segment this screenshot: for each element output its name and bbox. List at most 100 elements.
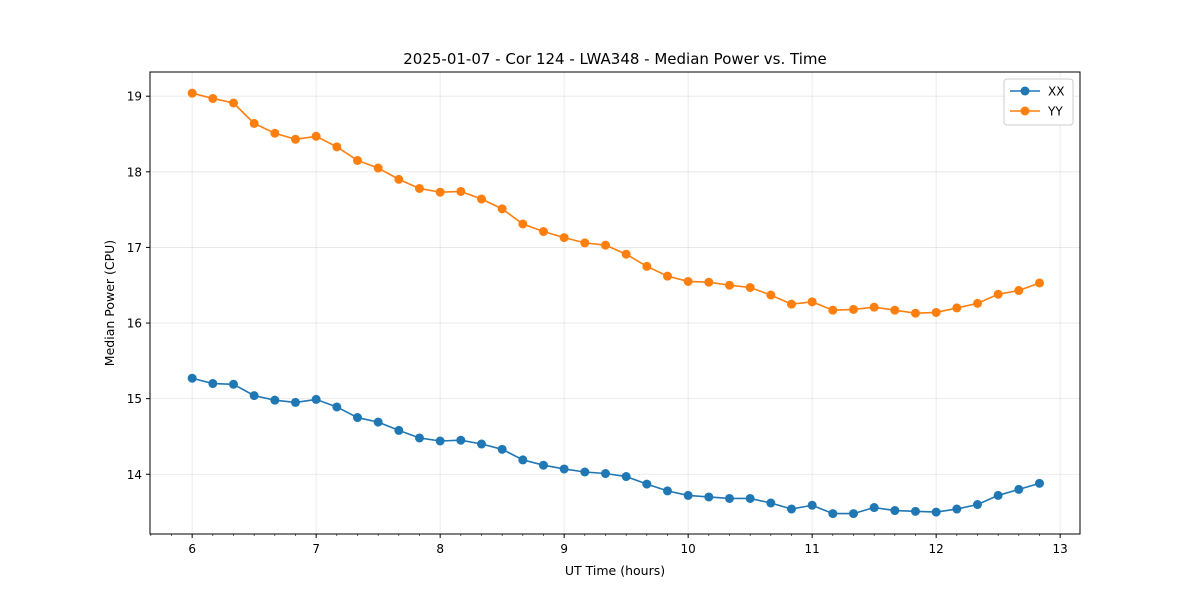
data-point-yy	[621, 249, 631, 259]
x-tick-label: 12	[929, 542, 944, 556]
data-point-xx	[931, 507, 941, 517]
x-tick-label: 6	[188, 542, 196, 556]
data-point-yy	[476, 194, 486, 204]
data-point-yy	[208, 93, 218, 103]
data-point-yy	[352, 155, 362, 165]
data-point-xx	[869, 503, 879, 513]
data-point-yy	[786, 299, 796, 309]
data-point-yy	[249, 118, 259, 128]
data-point-yy	[1034, 278, 1044, 288]
x-tick-label: 9	[560, 542, 568, 556]
data-point-xx	[848, 509, 858, 519]
data-point-yy	[890, 305, 900, 315]
chart-title: 2025-01-07 - Cor 124 - LWA348 - Median P…	[403, 50, 827, 68]
data-point-xx	[786, 504, 796, 514]
x-tick-label: 13	[1053, 542, 1068, 556]
data-point-xx	[642, 479, 652, 489]
y-tick-label: 14	[127, 468, 142, 482]
data-point-yy	[580, 238, 590, 248]
legend-label-xx: XX	[1048, 85, 1064, 99]
y-axis: 14 15 16 17 18 19	[127, 90, 150, 482]
data-point-xx	[724, 493, 734, 503]
data-point-xx	[332, 402, 342, 412]
data-point-xx	[187, 373, 197, 383]
data-point-yy	[993, 289, 1003, 299]
data-point-xx	[662, 486, 672, 496]
data-point-yy	[910, 308, 920, 318]
data-point-xx	[621, 472, 631, 482]
data-point-xx	[476, 439, 486, 449]
x-axis: 6 7 8 9 10 11 12 13	[150, 534, 1068, 556]
x-tick-label: 8	[436, 542, 444, 556]
data-point-yy	[724, 280, 734, 290]
data-point-yy	[745, 282, 755, 292]
data-point-yy	[559, 233, 569, 243]
data-point-yy	[848, 304, 858, 314]
data-point-yy	[869, 302, 879, 312]
data-point-yy	[828, 305, 838, 315]
data-point-yy	[414, 183, 424, 193]
series-line-yy	[191, 92, 1040, 315]
y-tick-label: 18	[127, 165, 142, 179]
x-tick-label: 7	[312, 542, 320, 556]
data-point-xx	[1034, 478, 1044, 488]
plot-frame	[149, 71, 1081, 535]
data-point-xx	[952, 504, 962, 514]
data-point-xx	[704, 492, 714, 502]
data-point-yy	[187, 88, 197, 98]
data-point-yy	[972, 298, 982, 308]
legend-marker-yy	[1020, 106, 1030, 116]
y-axis-label: Median Power (CPU)	[102, 240, 117, 366]
data-point-yy	[662, 271, 672, 281]
data-point-xx	[993, 490, 1003, 500]
legend-marker-xx	[1020, 86, 1030, 96]
y-tick-label: 19	[127, 90, 142, 104]
data-point-xx	[208, 379, 218, 389]
data-point-yy	[807, 297, 817, 307]
data-point-xx	[497, 444, 507, 454]
data-point-yy	[373, 163, 383, 173]
data-point-xx	[559, 464, 569, 474]
data-point-xx	[807, 500, 817, 510]
data-point-xx	[538, 460, 548, 470]
data-point-yy	[394, 174, 404, 184]
data-point-xx	[456, 435, 466, 445]
data-point-xx	[972, 500, 982, 510]
data-point-xx	[890, 506, 900, 516]
data-point-yy	[290, 134, 300, 144]
data-point-xx	[249, 391, 259, 401]
data-point-xx	[414, 433, 424, 443]
data-point-yy	[766, 290, 776, 300]
y-tick-label: 17	[127, 241, 142, 255]
data-point-xx	[518, 455, 528, 465]
data-point-yy	[456, 186, 466, 196]
grid	[150, 72, 1080, 534]
legend-label-yy: YY	[1047, 105, 1063, 119]
data-point-xx	[228, 379, 238, 389]
data-point-xx	[910, 506, 920, 516]
data-point-xx	[290, 397, 300, 407]
data-point-xx	[270, 395, 280, 405]
data-point-yy	[931, 307, 941, 317]
data-point-xx	[580, 467, 590, 477]
data-point-xx	[600, 469, 610, 479]
data-point-xx	[435, 436, 445, 446]
data-point-xx	[766, 498, 776, 508]
data-point-xx	[828, 509, 838, 519]
data-point-yy	[683, 276, 693, 286]
x-tick-label: 10	[681, 542, 696, 556]
data-point-yy	[600, 240, 610, 250]
data-point-yy	[952, 303, 962, 313]
data-point-xx	[1014, 484, 1024, 494]
series-layer	[187, 88, 1044, 519]
x-axis-label: UT Time (hours)	[565, 563, 665, 578]
data-point-xx	[311, 394, 321, 404]
y-tick-label: 15	[127, 392, 142, 406]
data-point-yy	[311, 131, 321, 141]
data-point-yy	[497, 204, 507, 214]
data-point-yy	[1014, 286, 1024, 296]
data-point-yy	[642, 261, 652, 271]
data-point-xx	[745, 493, 755, 503]
x-tick-label: 11	[805, 542, 820, 556]
